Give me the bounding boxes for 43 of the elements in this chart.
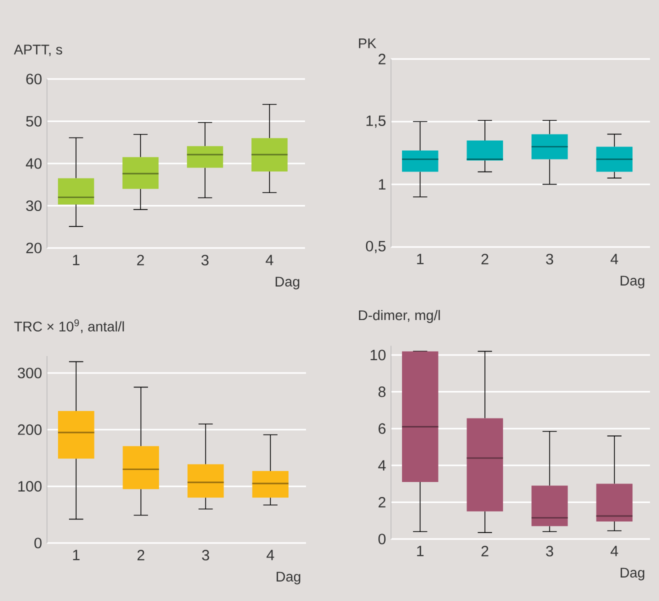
y-tick-label: 0 (378, 534, 386, 544)
y-tick-label: 100 (18, 481, 42, 492)
x-tick-label: 1 (417, 546, 424, 556)
x-tick-label: 2 (137, 254, 144, 266)
x-tick-label: 4 (610, 546, 618, 556)
y-tick-label: 6 (378, 423, 386, 434)
x-axis-title: Dag (620, 568, 644, 580)
y-tick-label: 50 (26, 116, 42, 127)
y-tick-label: 2 (378, 54, 386, 64)
y-tick-label: 10 (370, 350, 386, 360)
y-tick-label: 1,5 (366, 116, 386, 128)
y-tick-label: 4 (378, 460, 386, 471)
y-tick-label: 8 (378, 386, 386, 398)
x-tick-label: 4 (610, 254, 618, 264)
y-tick-label: 40 (26, 158, 42, 169)
y-tick-label: 200 (18, 424, 42, 435)
x-axis-title: Dag (620, 276, 644, 288)
x-tick-label: 1 (417, 254, 424, 264)
x-tick-label: 4 (266, 550, 274, 560)
y-tick-label: 30 (26, 200, 42, 212)
x-tick-label: 3 (201, 254, 209, 266)
x-axis-title: Dag (276, 572, 300, 584)
y-tick-label: 0,5 (366, 240, 386, 254)
x-tick-label: 2 (137, 550, 144, 560)
x-tick-label: 3 (202, 550, 210, 560)
x-tick-label: 1 (73, 254, 80, 266)
y-axis-title: D-dimer, mg/l (358, 310, 440, 323)
y-axis-title: PK (358, 38, 376, 48)
x-tick-label: 3 (546, 546, 554, 556)
x-tick-label: 2 (481, 254, 488, 264)
y-tick-label: 300 (18, 368, 42, 378)
y-tick-label: 0 (34, 538, 42, 548)
y-tick-label: 2 (378, 496, 386, 508)
x-axis-title: Dag (276, 276, 300, 290)
y-tick-label: 20 (26, 242, 42, 254)
x-tick-label: 4 (266, 254, 274, 266)
y-axis-title: APTT, s (14, 44, 62, 56)
y-axis-title: TRC × 10$^{9}$, antal/l (14, 319, 124, 334)
y-tick-label: 1 (378, 179, 386, 190)
x-tick-label: 3 (546, 254, 554, 264)
x-tick-label: 2 (481, 546, 488, 556)
y-tick-label: 60 (26, 74, 42, 84)
x-tick-label: 1 (73, 550, 80, 560)
